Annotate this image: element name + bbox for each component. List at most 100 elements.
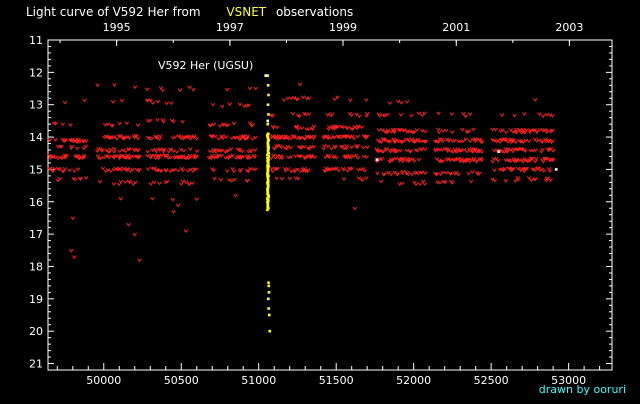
upper-limit-mark (351, 136, 357, 141)
upper-limit-mark (379, 156, 385, 161)
upper-limit-mark (335, 95, 340, 100)
upper-limit-mark (157, 137, 162, 141)
upper-limit-mark (456, 172, 461, 177)
upper-limit-mark (194, 149, 200, 154)
upper-limit-mark (503, 130, 509, 135)
year-tick-label: 1997 (216, 21, 244, 34)
upper-limit-mark (345, 169, 351, 173)
upper-limit-mark (233, 193, 238, 198)
upper-limit-mark (187, 85, 192, 90)
detection-point (266, 137, 270, 140)
upper-limit-mark (412, 159, 417, 163)
upper-limit-mark (399, 181, 405, 186)
y-tick-label: 18 (29, 260, 43, 273)
upper-limit-mark (298, 135, 304, 140)
upper-limit-mark (519, 139, 524, 144)
upper-limit-mark (505, 140, 511, 144)
upper-limit-mark (161, 149, 166, 154)
upper-limit-mark (80, 156, 85, 160)
upper-limit-mark (436, 140, 441, 144)
upper-limit-mark (306, 168, 311, 172)
upper-limit-mark (296, 176, 301, 181)
detection-point (266, 181, 269, 184)
upper-limit-mark (434, 157, 440, 161)
detection-point (267, 284, 271, 288)
upper-limit-mark (53, 121, 58, 126)
upper-limit-mark (296, 145, 302, 149)
upper-limit-mark (508, 147, 513, 152)
x-tick-label: 50000 (86, 374, 121, 387)
upper-limit-mark (223, 135, 229, 139)
upper-limit-mark (443, 180, 448, 185)
upper-limit-mark (220, 134, 225, 138)
upper-limit-mark (467, 159, 472, 164)
upper-limit-mark (240, 154, 246, 159)
upper-limit-mark (384, 147, 389, 151)
upper-limit-mark (508, 128, 513, 132)
upper-limit-mark (511, 138, 516, 143)
upper-limit-mark (164, 101, 169, 106)
upper-limit-mark (218, 178, 224, 182)
upper-limit-mark (137, 167, 142, 172)
upper-limit-mark (279, 177, 285, 181)
upper-limit-mark (518, 128, 523, 132)
upper-limit-mark (128, 169, 133, 174)
upper-limit-mark (422, 147, 428, 151)
upper-limit-mark (450, 130, 455, 135)
upper-limit-mark (83, 144, 89, 149)
upper-limit-mark (386, 139, 392, 143)
upper-limit-mark (364, 176, 369, 180)
upper-limit-mark (533, 157, 539, 161)
upper-limit-mark (463, 114, 468, 119)
upper-limit-mark (399, 156, 405, 161)
upper-limit-mark (376, 128, 382, 132)
detection-point (266, 74, 270, 77)
upper-limit-mark (399, 139, 405, 144)
upper-limit-mark (302, 136, 308, 141)
upper-limit-mark (413, 148, 419, 153)
upper-limit-mark (341, 177, 347, 181)
upper-limit-mark (471, 127, 476, 132)
upper-limit-mark (382, 113, 388, 118)
upper-limit-mark (118, 179, 124, 184)
upper-limit-mark (126, 147, 131, 152)
upper-limit-mark (471, 147, 477, 152)
upper-limit-mark (62, 100, 68, 105)
upper-limit-mark (436, 111, 441, 116)
upper-limit-mark (105, 154, 110, 159)
upper-limit-mark (505, 158, 511, 163)
chart-title: Light curve of V592 Her from VSNET obser… (26, 5, 353, 19)
upper-limit-mark (334, 155, 339, 160)
upper-limit-mark (531, 167, 536, 171)
upper-limit-mark (536, 138, 542, 142)
upper-limit-mark (416, 157, 422, 162)
upper-limit-mark (364, 98, 369, 102)
upper-limit-mark (227, 102, 233, 107)
upper-limit-mark (385, 128, 391, 133)
upper-limit-mark (154, 149, 159, 154)
upper-limit-mark (170, 197, 176, 202)
upper-limit-mark (69, 138, 74, 143)
upper-limit-mark (283, 168, 289, 173)
upper-limit-mark (380, 150, 386, 154)
upper-limit-mark (522, 130, 528, 134)
upper-limit-mark (463, 137, 468, 141)
upper-limit-mark (550, 128, 555, 133)
upper-limit-mark (170, 168, 176, 173)
detection-point (266, 202, 270, 205)
credit-text: drawn by ooruri (538, 383, 626, 396)
title-source: VSNET (226, 5, 267, 19)
upper-limit-mark (117, 134, 122, 138)
upper-limit-mark (221, 122, 227, 126)
upper-limit-mark (550, 158, 556, 163)
upper-limit-mark (210, 153, 215, 158)
upper-limit-mark (548, 178, 553, 182)
upper-limit-mark (544, 177, 550, 181)
upper-limit-mark (64, 153, 69, 158)
upper-limit-mark (245, 178, 250, 183)
upper-limit-mark (311, 136, 316, 141)
upper-limit-mark (385, 112, 390, 117)
y-tick-label: 13 (29, 99, 43, 112)
upper-limit-mark (306, 127, 312, 132)
upper-limit-mark (326, 155, 332, 160)
